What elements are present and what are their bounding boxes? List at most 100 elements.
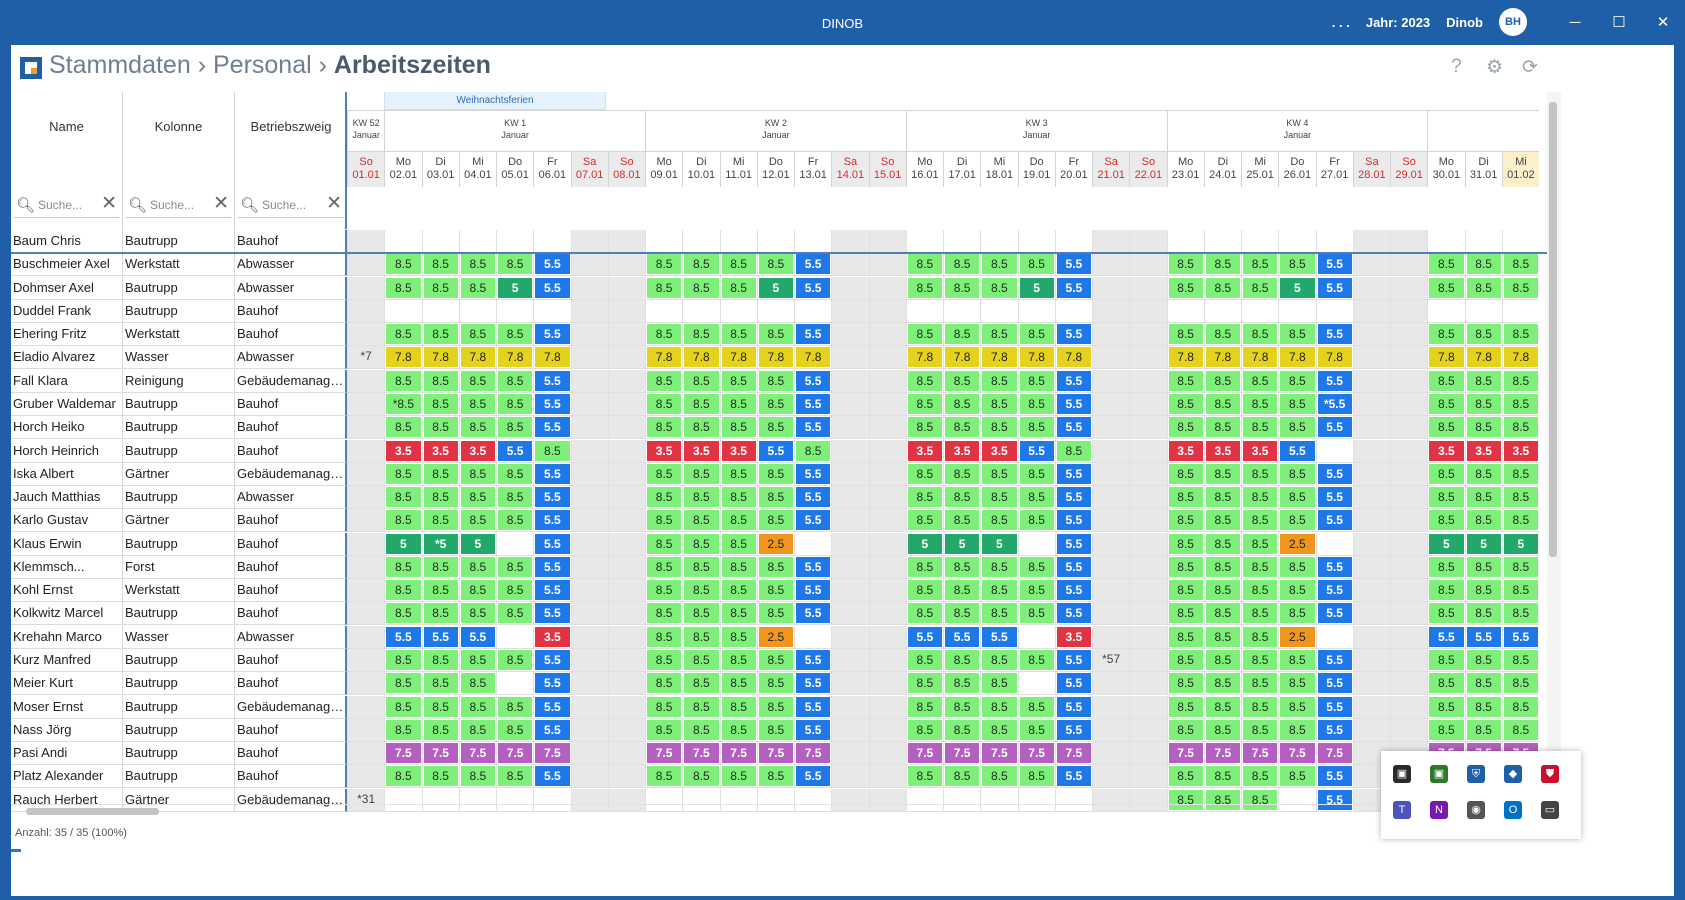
schedule-cell[interactable] [1092,416,1130,440]
schedule-cell[interactable] [868,369,906,393]
schedule-cell[interactable]: 8.5 [645,649,683,673]
schedule-cell[interactable]: 5.5 [1315,369,1353,393]
schedule-cell[interactable] [1352,555,1390,579]
schedule-cell[interactable] [831,346,869,370]
schedule-cell[interactable] [607,742,645,766]
schedule-cell[interactable] [347,253,385,277]
schedule-cell[interactable] [943,788,981,812]
schedule-cell[interactable] [1203,299,1241,323]
schedule-cell[interactable]: 8.5 [905,602,943,626]
clear-icon[interactable]: ✕ [101,193,117,214]
table-row[interactable]: Kohl Ernst Werkstatt Bauhof 8.5 8.5 8.5 8.5 5.5… [11,579,1663,603]
schedule-cell[interactable]: 8.5 [496,718,534,742]
schedule-cell[interactable] [496,230,534,253]
schedule-cell[interactable] [1390,462,1428,486]
schedule-cell[interactable]: 5.5 [533,649,571,673]
schedule-cell[interactable]: 8.5 [496,695,534,719]
schedule-cell[interactable] [831,509,869,533]
schedule-cell[interactable] [533,230,571,253]
schedule-cell[interactable]: 8.5 [719,392,757,416]
schedule-cell[interactable] [347,602,385,626]
schedule-cell[interactable]: 8.5 [421,509,459,533]
schedule-cell[interactable]: 8.5 [1501,672,1539,696]
schedule-cell[interactable]: 8.5 [905,718,943,742]
schedule-cell[interactable] [1166,299,1204,323]
schedule-cell[interactable]: 8.5 [980,649,1018,673]
schedule-cell[interactable]: 8.5 [496,416,534,440]
schedule-cell[interactable]: 7.5 [1241,742,1279,766]
schedule-cell[interactable]: 8.5 [645,555,683,579]
schedule-cell[interactable]: 8.5 [719,672,757,696]
table-row[interactable]: Gruber Waldemar Bautrupp Bauhof *8.5 8.5 8.5 8… [11,392,1663,416]
schedule-cell[interactable]: 8.5 [1501,486,1539,510]
schedule-cell[interactable]: 8.5 [1501,462,1539,486]
schedule-cell[interactable]: 8.5 [1203,579,1241,603]
schedule-cell[interactable]: 3.5 [1166,439,1204,463]
schedule-cell[interactable] [831,742,869,766]
schedule-cell[interactable]: 8.5 [1166,486,1204,510]
table-row[interactable]: Kurz Manfred Bautrupp Bauhof 8.5 8.5 8.5 8.5 5.… [11,649,1663,673]
schedule-cell[interactable]: 8.5 [719,253,757,277]
day-header[interactable]: Sa 28.01 [1352,151,1390,187]
schedule-cell[interactable]: 5 [496,276,534,300]
schedule-cell[interactable]: 8.5 [719,765,757,789]
schedule-cell[interactable]: 8.5 [980,579,1018,603]
schedule-cell[interactable] [1352,369,1390,393]
schedule-cell[interactable]: 7.8 [682,346,720,370]
outlook-icon[interactable]: O [1504,801,1522,819]
day-header[interactable]: So 22.01 [1129,151,1167,187]
schedule-cell[interactable]: 8.5 [905,323,943,347]
schedule-cell[interactable] [607,788,645,812]
schedule-cell[interactable]: 3.5 [384,439,422,463]
schedule-cell[interactable]: 8.5 [943,695,981,719]
schedule-cell[interactable] [570,788,608,812]
day-header[interactable]: Do 05.01 [496,151,534,187]
schedule-cell[interactable]: 7.5 [794,742,832,766]
schedule-cell[interactable] [1390,509,1428,533]
schedule-cell[interactable] [868,323,906,347]
schedule-cell[interactable]: 7.8 [458,346,496,370]
day-header[interactable]: So 01.01 [347,151,385,187]
schedule-cell[interactable] [868,253,906,277]
schedule-cell[interactable] [570,299,608,323]
schedule-cell[interactable] [347,462,385,486]
schedule-cell[interactable]: 5.5 [533,695,571,719]
schedule-cell[interactable]: 8.5 [1241,649,1279,673]
schedule-cell[interactable] [868,579,906,603]
schedule-cell[interactable] [645,299,683,323]
schedule-cell[interactable]: 7.8 [1427,346,1465,370]
schedule-cell[interactable]: 8.5 [1278,555,1316,579]
schedule-cell[interactable] [607,672,645,696]
schedule-cell[interactable]: 7.8 [980,346,1018,370]
schedule-cell[interactable]: 8.5 [1427,718,1465,742]
schedule-cell[interactable]: 8.5 [421,765,459,789]
schedule-cell[interactable]: 5 [905,532,943,556]
schedule-cell[interactable] [570,486,608,510]
name-search-input[interactable] [36,195,104,215]
schedule-cell[interactable]: 5.5 [794,649,832,673]
schedule-cell[interactable] [868,462,906,486]
schedule-cell[interactable] [1390,695,1428,719]
schedule-cell[interactable] [607,439,645,463]
day-header[interactable]: Mo 02.01 [384,151,422,187]
schedule-cell[interactable] [831,276,869,300]
schedule-cell[interactable] [1092,346,1130,370]
schedule-cell[interactable]: 5.5 [943,625,981,649]
schedule-cell[interactable]: 5.5 [980,625,1018,649]
day-header[interactable]: Mi 04.01 [458,151,496,187]
schedule-cell[interactable] [645,230,683,253]
minimize-button[interactable]: ─ [1569,13,1581,31]
schedule-cell[interactable]: 5.5 [1054,672,1092,696]
schedule-cell[interactable]: 8.5 [1427,369,1465,393]
schedule-cell[interactable]: 8.5 [756,392,794,416]
schedule-cell[interactable]: 8.5 [1241,509,1279,533]
schedule-cell[interactable]: 5.5 [794,323,832,347]
schedule-cell[interactable] [1017,625,1055,649]
schedule-cell[interactable]: 8.5 [756,509,794,533]
table-row[interactable]: Krehahn Marco Wasser Abwasser 5.5 5.5 5.5 3.5 8… [11,625,1663,649]
schedule-cell[interactable]: 8.5 [1464,369,1502,393]
schedule-cell[interactable] [347,625,385,649]
schedule-cell[interactable]: 8.5 [1241,276,1279,300]
schedule-cell[interactable]: 8.5 [943,392,981,416]
breadcrumb-stammdaten[interactable]: Stammdaten [49,51,191,79]
